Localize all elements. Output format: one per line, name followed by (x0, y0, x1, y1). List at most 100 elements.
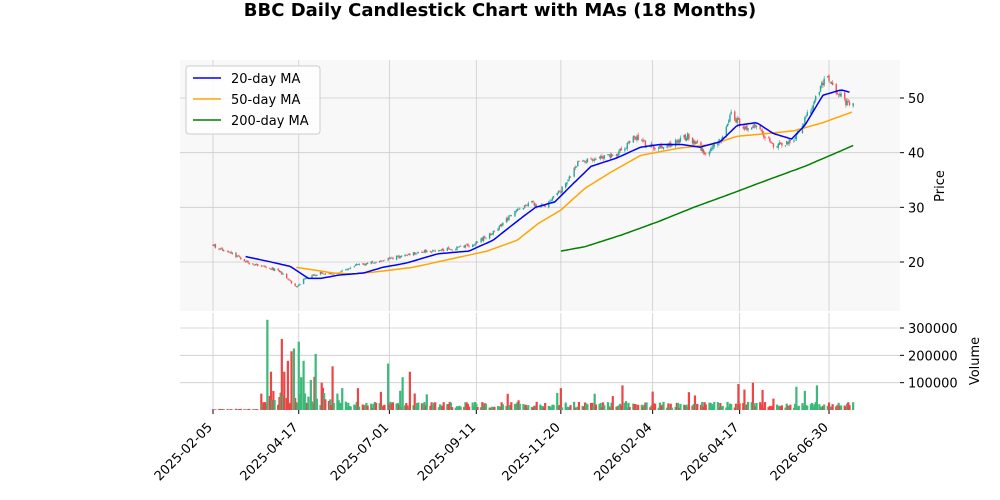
candle-body (821, 82, 823, 86)
volume-bar (480, 407, 483, 410)
candle-body (263, 265, 265, 267)
candle-body (481, 238, 484, 241)
candle-body (619, 148, 621, 152)
candle-body (493, 230, 496, 232)
candle-body (441, 249, 444, 251)
date-tick-label: 2026-02-04 (591, 420, 655, 484)
candle-body (735, 119, 737, 123)
candle-body (586, 158, 589, 162)
candle-body (439, 250, 441, 251)
volume-bar (843, 405, 846, 410)
volume-bar (621, 385, 624, 410)
candle-body (531, 200, 533, 203)
candle-body (433, 250, 435, 252)
volume-bar (230, 409, 233, 410)
volume-bar (778, 405, 781, 410)
volume-bar (214, 409, 217, 410)
volume-bar (399, 390, 402, 410)
volume-bar (378, 403, 381, 410)
volume-bar (466, 403, 469, 410)
volume-bar (803, 390, 806, 410)
volume-bar (285, 397, 288, 410)
volume-bar (644, 402, 647, 410)
candle-body (725, 126, 728, 136)
volume-bar (575, 407, 578, 410)
candle-body (226, 250, 229, 252)
volume-bar (403, 405, 407, 410)
candle-body (273, 268, 276, 271)
volume-bar (255, 409, 258, 410)
volume-bar (523, 405, 526, 410)
volume-bar (484, 403, 488, 410)
candle-body (607, 154, 609, 156)
candle-body (405, 255, 407, 256)
volume-bar (391, 402, 395, 410)
candle-body (415, 253, 417, 255)
candle-body (382, 260, 385, 261)
candle-body (305, 277, 307, 279)
candle-body (610, 154, 613, 157)
volume-bar (801, 403, 804, 410)
volume-bar (236, 409, 239, 410)
volume-bar (650, 405, 653, 410)
volume-bar (560, 407, 564, 410)
volume-bar (637, 404, 640, 410)
candle-body (702, 149, 705, 153)
candle-body (476, 241, 479, 243)
volume-bar (692, 404, 695, 410)
candle-body (331, 274, 334, 275)
candle-body (406, 254, 409, 256)
candle-body (475, 241, 478, 244)
candle-body (422, 252, 424, 253)
volume-bar (437, 407, 440, 410)
candle-body (456, 246, 458, 250)
candle-body (270, 268, 272, 270)
candle-body (412, 252, 415, 256)
volume-bar (693, 395, 697, 410)
volume-bar (465, 402, 468, 410)
candle-body (492, 231, 494, 235)
candle-body (380, 260, 382, 262)
candle-body (804, 117, 806, 126)
volume-bar (401, 377, 404, 410)
candle-body (346, 269, 348, 271)
volume-bar (345, 407, 349, 410)
volume-bar (425, 394, 428, 410)
candle-body (764, 136, 766, 139)
price-axis: 20 30 40 50 (900, 92, 925, 271)
candle-body (450, 249, 452, 250)
candle-body (750, 127, 753, 130)
candle-body (625, 148, 627, 149)
candle-body (805, 115, 807, 117)
candle-body (354, 264, 357, 266)
candle-body (548, 201, 550, 208)
volume-bar (329, 399, 332, 410)
volume-bar (624, 401, 628, 410)
candle-body (500, 224, 503, 227)
volume-bar (836, 405, 839, 410)
volume-bar (696, 403, 699, 410)
volume-bar (600, 407, 604, 410)
candle-body (728, 120, 730, 123)
legend-label-ma50: 50-day MA (231, 93, 300, 108)
volume-bar (245, 409, 248, 410)
candle-body (398, 255, 400, 259)
candle-body (679, 137, 682, 142)
volume-bar (818, 404, 821, 410)
volume-bar (611, 396, 614, 410)
volume-bar (287, 404, 291, 410)
volume-bar (627, 402, 630, 410)
candle-body (753, 124, 755, 129)
volume-bar (810, 402, 814, 410)
volume-bar (634, 404, 637, 410)
date-tick-label: 2025-11-20 (500, 420, 564, 484)
volume-bar (582, 406, 585, 410)
volume-bar (550, 407, 553, 410)
legend-label-ma200: 200-day MA (231, 114, 309, 129)
volume-bar (269, 371, 273, 410)
candle-body (577, 161, 579, 167)
candle-body (746, 125, 748, 131)
candle-body (345, 269, 347, 271)
candle-body (288, 279, 290, 281)
candle-body (763, 133, 765, 137)
